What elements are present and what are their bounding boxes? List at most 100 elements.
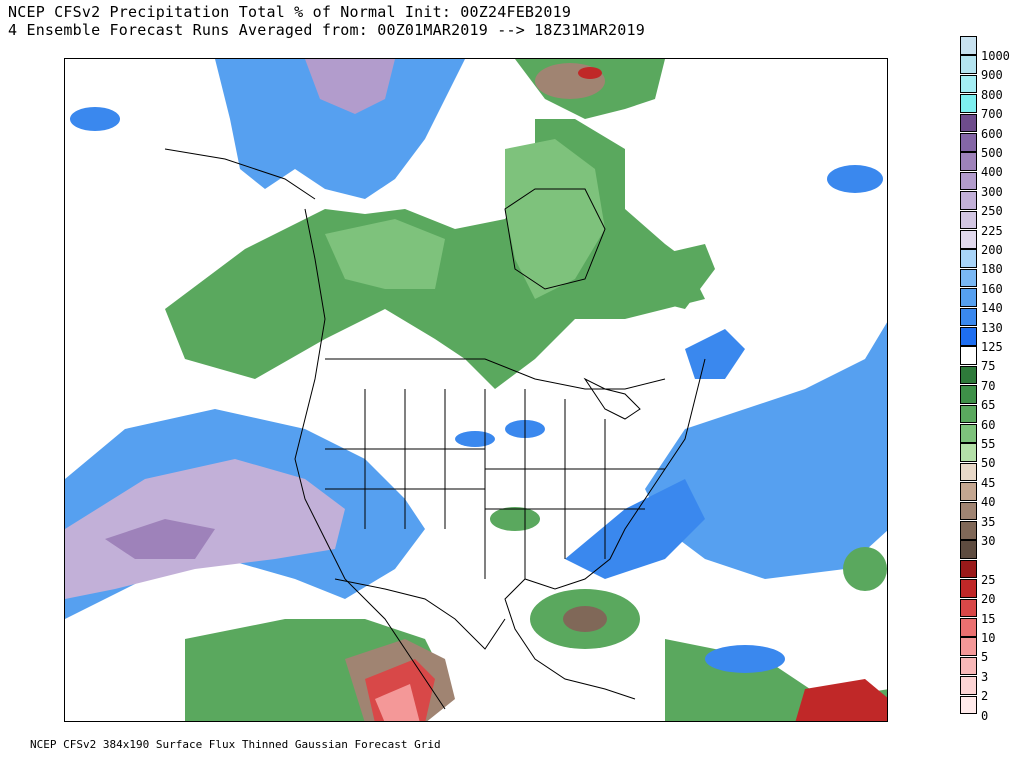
gulf-brown-patch <box>563 606 607 632</box>
legend-label: 15 <box>981 611 996 626</box>
canada-dry-core <box>325 219 445 289</box>
legend-label: 35 <box>981 514 996 529</box>
legend-label: 60 <box>981 417 996 432</box>
legend-swatch <box>960 346 977 365</box>
legend-label: 1000 <box>981 49 1010 63</box>
legend-swatch <box>960 656 977 676</box>
legend-swatch <box>960 424 977 443</box>
chart-title-line-1: NCEP CFSv2 Precipitation Total % of Norm… <box>8 3 572 21</box>
great-lakes <box>583 377 641 420</box>
us-mexico-border <box>334 578 506 650</box>
alaska-coast <box>164 148 316 200</box>
legend-swatch <box>960 695 977 715</box>
legend-label: 500 <box>981 146 1003 160</box>
labrador-dry <box>640 244 715 309</box>
legend-label: 200 <box>981 243 1003 257</box>
legend-label: 900 <box>981 68 1003 83</box>
legend-swatch <box>960 55 977 74</box>
legend-swatch <box>960 365 977 385</box>
legend-label: 800 <box>981 87 1003 102</box>
legend-label: 5 <box>981 650 989 665</box>
legend-swatch <box>960 540 977 559</box>
legend-label: 700 <box>981 107 1003 122</box>
atlantic-south-dry <box>843 547 887 591</box>
legend-label: 160 <box>981 281 1003 296</box>
plains-blue-patch <box>455 431 495 447</box>
map-canvas <box>65 59 887 721</box>
legend-label: 600 <box>981 126 1003 141</box>
legend-label: 3 <box>981 669 989 684</box>
legend-label: 250 <box>981 204 1003 219</box>
legend-swatch <box>960 268 977 288</box>
hudson-bay-dry <box>505 139 605 299</box>
legend-label: 40 <box>981 495 996 510</box>
legend-swatch <box>960 288 977 307</box>
legend-swatch <box>960 249 977 268</box>
us-canada-border <box>325 358 666 390</box>
boundaries <box>164 148 706 710</box>
legend-label: 125 <box>981 340 1003 354</box>
legend-swatch <box>960 94 977 113</box>
legend-label: 75 <box>981 359 996 374</box>
greenland-red-patch <box>578 67 602 79</box>
mexico-pink-core <box>375 684 420 721</box>
caribbean-red-patch <box>795 679 887 721</box>
bering-blue-patch <box>70 107 120 131</box>
legend-swatch <box>960 385 977 404</box>
hudson-bay-outline <box>504 188 606 290</box>
atlantic-east-blue <box>827 165 883 193</box>
northeast-wet-region <box>685 329 745 379</box>
legend-label: 70 <box>981 378 996 393</box>
legend-label: 25 <box>981 572 996 587</box>
legend-swatch <box>960 36 977 55</box>
state-lines-east <box>484 389 665 579</box>
alaska-purple-core <box>305 59 395 114</box>
legend-swatch <box>960 579 977 598</box>
legend-swatch <box>960 133 977 152</box>
legend-swatch <box>960 559 977 579</box>
legend-label: 140 <box>981 301 1003 316</box>
legend-swatch <box>960 676 977 695</box>
state-lines-west <box>325 389 485 529</box>
legend-swatch <box>960 74 977 94</box>
caribbean-blue-patch <box>705 645 785 673</box>
legend-swatch <box>960 618 977 637</box>
footer-text: NCEP CFSv2 384x190 Surface Flux Thinned … <box>30 738 441 751</box>
legend-swatch <box>960 113 977 133</box>
legend-swatch <box>960 210 977 230</box>
legend-label: 65 <box>981 398 996 413</box>
legend-label: 225 <box>981 223 1003 238</box>
legend-swatch <box>960 191 977 210</box>
legend-swatch <box>960 171 977 191</box>
legend-label: 45 <box>981 475 996 490</box>
pacific-purple-core <box>105 519 215 559</box>
legend-label: 30 <box>981 534 996 548</box>
legend-swatch <box>960 404 977 424</box>
anomaly-field <box>65 59 887 721</box>
legend-label: 20 <box>981 592 996 607</box>
southeast-wet-region <box>565 479 705 579</box>
legend-swatch <box>960 327 977 346</box>
legend-swatch <box>960 482 977 501</box>
legend-swatch <box>960 152 977 171</box>
legend-swatch <box>960 598 977 618</box>
atlantic-wet-region <box>645 322 887 579</box>
legend-swatch <box>960 521 977 540</box>
legend-swatch <box>960 307 977 327</box>
legend-label: 50 <box>981 456 996 471</box>
legend-swatch <box>960 462 977 482</box>
legend-label: 300 <box>981 184 1003 199</box>
alaska-wet-region <box>215 59 465 199</box>
legend-label: 0 <box>981 708 989 723</box>
legend-label: 2 <box>981 689 989 704</box>
legend-label: 10 <box>981 631 996 645</box>
chart-title-line-2: 4 Ensemble Forecast Runs Averaged from: … <box>8 21 645 39</box>
legend-swatch <box>960 230 977 249</box>
legend-label: 400 <box>981 165 1003 180</box>
legend-swatch <box>960 443 977 462</box>
legend-swatch <box>960 501 977 521</box>
legend-label: 180 <box>981 262 1003 277</box>
color-legend: 1000 900 800 700 600 500 400 300 250 225 200 180 160… <box>960 36 1020 723</box>
precipitation-map <box>64 58 888 722</box>
legend-swatch <box>960 637 977 656</box>
